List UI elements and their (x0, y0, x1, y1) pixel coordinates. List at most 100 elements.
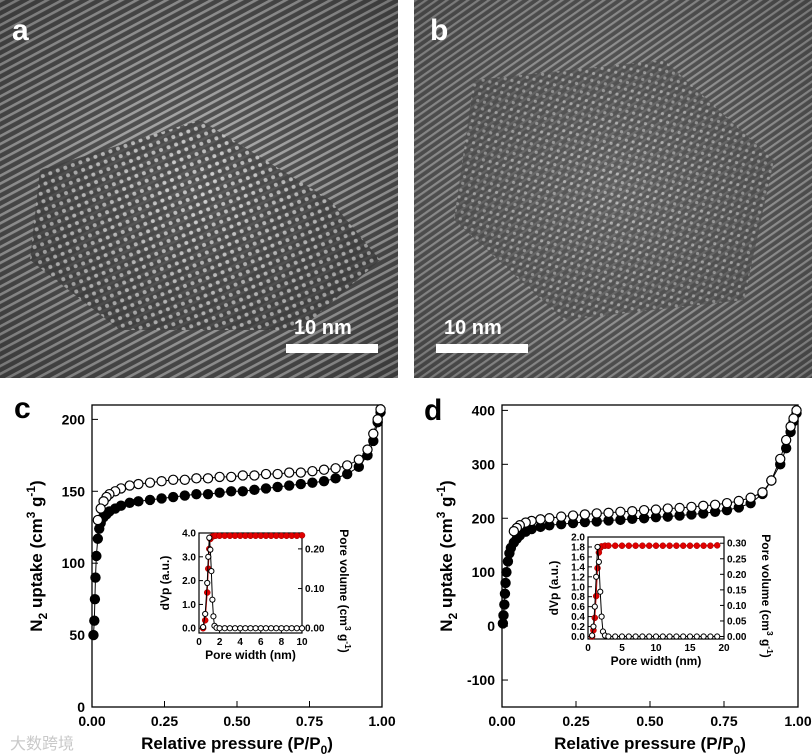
x-tick-label: 0.00 (488, 713, 515, 729)
dvp-point (659, 633, 666, 640)
pore-volume-point (639, 542, 646, 549)
adsorption-point (144, 494, 156, 506)
desorption-point (627, 506, 638, 517)
inset-x-tick-label: 6 (258, 637, 264, 648)
inset-yr-tick-label: 0.00 (727, 632, 747, 643)
dvp-point (216, 625, 223, 632)
desorption-point (124, 480, 135, 491)
desorption-point (662, 503, 673, 514)
adsorption-point (179, 490, 190, 501)
x-axis-label: Relative pressure (P/P0) (554, 734, 746, 754)
inset-frame (587, 536, 725, 640)
inset-yl-tick-label: 1.8 (571, 542, 585, 553)
adsorption-point (88, 629, 99, 641)
adsorption-point (318, 476, 330, 487)
dvp-point (595, 558, 602, 565)
watermark: 大数跨境 (10, 734, 75, 753)
dvp-point (612, 633, 619, 640)
dvp-point (278, 625, 285, 632)
x-tick-label: 1.00 (368, 713, 395, 729)
dvp-point (200, 623, 207, 631)
adsorption-point (225, 486, 237, 497)
chart-panel-d: 0.00 0.25 0.50 0.75 1.00-1000100200300400Rel… (424, 394, 812, 754)
desorption-point (372, 414, 383, 425)
desorption-point (295, 467, 306, 478)
dvp-point (597, 588, 604, 595)
lattice-fringes-a (0, 0, 398, 378)
dvp-point (594, 543, 601, 551)
desorption-point (249, 470, 260, 481)
adsorption-point (237, 486, 248, 497)
adsorption-point (191, 488, 202, 500)
dvp-point (283, 625, 290, 632)
tem-image-b: b 10 nm (414, 0, 812, 378)
desorption-point (95, 503, 106, 514)
desorption-point (579, 509, 591, 520)
y-tick-label: 200 (62, 411, 86, 427)
pore-volume-point (625, 542, 633, 549)
panel-label-b: b (430, 14, 449, 47)
desorption-point (144, 477, 156, 488)
panel-label-c: c (14, 392, 31, 425)
dvp-point (666, 633, 673, 640)
y-axis-label: N2 uptake (cm3 g-1) (24, 480, 50, 631)
adsorption-point (260, 483, 272, 494)
y-tick-label: 0 (487, 618, 495, 634)
adsorption-point (284, 480, 295, 491)
inset-left-axis-label: dVp (a.u.) (547, 561, 561, 616)
dvp-point (209, 596, 216, 603)
inset-x-tick-label: 5 (619, 643, 625, 654)
adsorption-point (249, 484, 260, 496)
adsorption-point (89, 593, 101, 605)
pore-volume-point (666, 542, 673, 549)
inset-yr-tick-label: 0.25 (727, 554, 747, 565)
inset-x-tick-label: 20 (718, 643, 730, 654)
inset-x-tick-label: 4 (237, 637, 243, 648)
dvp-point (262, 625, 270, 632)
desorption-point (567, 510, 579, 521)
chart-panel-c: 0.00 0.25 0.50 0.75 1.00050100150200Relative… (14, 392, 396, 754)
dvp-point (202, 610, 209, 618)
tem-image-a: a 10 nm (0, 0, 398, 378)
dvp-point (714, 633, 721, 640)
dvp-point (247, 625, 254, 632)
pore-volume-point (707, 542, 714, 549)
dvp-point (205, 553, 212, 560)
desorption-point (92, 514, 104, 526)
inset-yl-tick-label: 0.2 (571, 622, 585, 633)
desorption-point (133, 478, 144, 490)
dvp-point (591, 603, 598, 610)
x-tick-label: 0.00 (78, 713, 105, 729)
adsorption-point (167, 491, 179, 503)
inset-x-tick-label: 10 (296, 637, 308, 648)
inset-x-axis-label: Pore width (nm) (611, 654, 702, 668)
desorption-point (214, 471, 225, 483)
desorption-point (508, 525, 520, 537)
desorption-point (650, 504, 662, 515)
pore-volume-point (632, 542, 639, 549)
desorption-point (535, 514, 546, 525)
x-tick-label: 0.75 (710, 713, 737, 729)
pore-volume-point (591, 614, 599, 622)
desorption-point (225, 471, 237, 483)
pore-volume-point (659, 542, 667, 549)
x-tick-label: 0.50 (636, 713, 663, 729)
inset-yl-tick-label: 1.6 (571, 552, 585, 563)
desorption-point (686, 501, 697, 513)
inset-x-tick-label: 10 (650, 643, 662, 654)
y-tick-label: 400 (472, 402, 496, 418)
dvp-point (590, 623, 597, 630)
adsorption-point (89, 615, 100, 626)
desorption-point (284, 467, 295, 478)
adsorption-point (501, 566, 512, 578)
desorption-point (260, 468, 272, 480)
dvp-point (625, 633, 632, 640)
inset-yr-tick-label: 0.20 (305, 544, 325, 555)
adsorption-point (133, 496, 144, 507)
dvp-point (618, 633, 626, 640)
x-axis-label: Relative pressure (P/P0) (141, 734, 333, 754)
dvp-point (593, 573, 600, 580)
inset-yl-tick-label: 0.8 (571, 592, 585, 603)
inset-yl-tick-label: 2.0 (571, 533, 585, 544)
